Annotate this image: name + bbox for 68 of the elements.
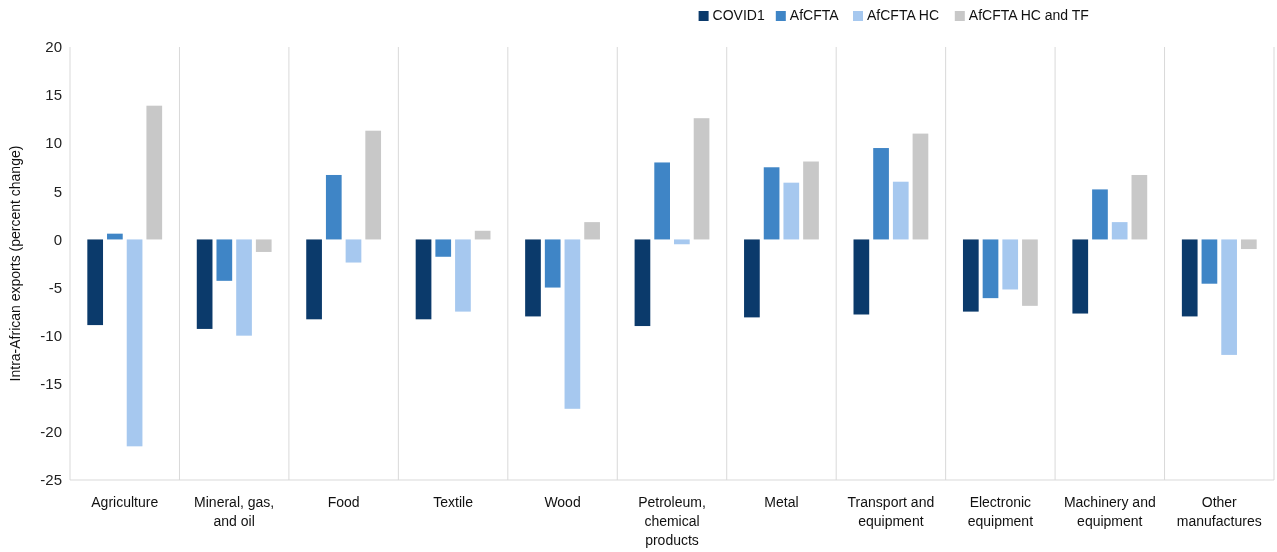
bar — [1181, 239, 1198, 317]
y-tick-label: 10 — [45, 134, 62, 152]
x-tick-label: Machinery and equipment — [1063, 494, 1156, 529]
bar — [783, 182, 800, 240]
bar — [962, 239, 979, 312]
bar — [1240, 239, 1257, 250]
bar — [216, 239, 233, 281]
y-tick-label: -10 — [40, 326, 62, 344]
y-tick-label: 15 — [45, 86, 62, 104]
x-tick-label: Transport and equipment — [847, 494, 935, 529]
legend-label: AfCFTA HC — [867, 7, 940, 23]
x-tick-label: Agriculture — [91, 494, 159, 510]
x-tick-label: Metal — [764, 494, 799, 510]
y-tick-label: 0 — [53, 230, 62, 248]
x-tick-label: Other manufactures — [1176, 494, 1262, 529]
bar — [674, 239, 690, 245]
bar — [236, 239, 252, 336]
bar — [853, 239, 870, 315]
bar — [584, 222, 600, 240]
bar — [415, 239, 432, 320]
bar — [87, 239, 104, 326]
y-tick-label: -15 — [40, 375, 62, 393]
bar — [892, 181, 909, 240]
x-tick-label: Wood — [544, 494, 581, 510]
y-axis-title: Intra-African exports (percent change) — [7, 145, 23, 382]
bar — [255, 239, 272, 252]
legend-label: COVID1 — [712, 7, 765, 23]
bar — [1092, 189, 1108, 240]
bar — [1022, 239, 1038, 306]
bar — [455, 239, 471, 312]
bar — [325, 174, 342, 240]
bar — [306, 239, 322, 320]
bar — [982, 239, 999, 299]
x-tick-label: Electronic equipment — [967, 494, 1034, 529]
bar — [912, 133, 929, 240]
bar — [1072, 239, 1089, 314]
y-tick-label: -20 — [40, 423, 62, 441]
y-tick-label: 20 — [45, 38, 62, 56]
y-tick-label: -5 — [48, 278, 62, 296]
bar — [873, 148, 889, 240]
bar — [1131, 174, 1148, 240]
bar — [345, 239, 362, 263]
bar — [744, 239, 760, 318]
bar — [196, 239, 213, 329]
x-tick-label: Textile — [433, 494, 474, 510]
bar — [146, 105, 163, 240]
y-tick-label: 5 — [53, 182, 62, 200]
bar — [634, 239, 651, 327]
y-tick-label: -25 — [40, 471, 62, 489]
x-tick-label: Food — [327, 494, 360, 510]
bar — [1221, 239, 1237, 355]
bar — [126, 239, 143, 447]
bar — [693, 118, 710, 240]
bar — [544, 239, 561, 288]
bar — [1201, 239, 1218, 284]
bar — [1111, 222, 1128, 240]
bar — [365, 130, 382, 240]
legend-label: AfCFTA — [789, 7, 840, 23]
x-tick-label: Mineral, gas, and oil — [194, 494, 275, 529]
bar — [763, 167, 780, 240]
legend-label: AfCFTA HC and TF — [968, 7, 1089, 23]
bar — [654, 162, 670, 240]
bar — [1002, 239, 1019, 290]
bar — [564, 239, 581, 409]
bar — [435, 239, 452, 257]
bar — [803, 161, 819, 240]
x-tick-label: Petroleum, chemical products — [638, 494, 706, 548]
bar — [525, 239, 541, 317]
